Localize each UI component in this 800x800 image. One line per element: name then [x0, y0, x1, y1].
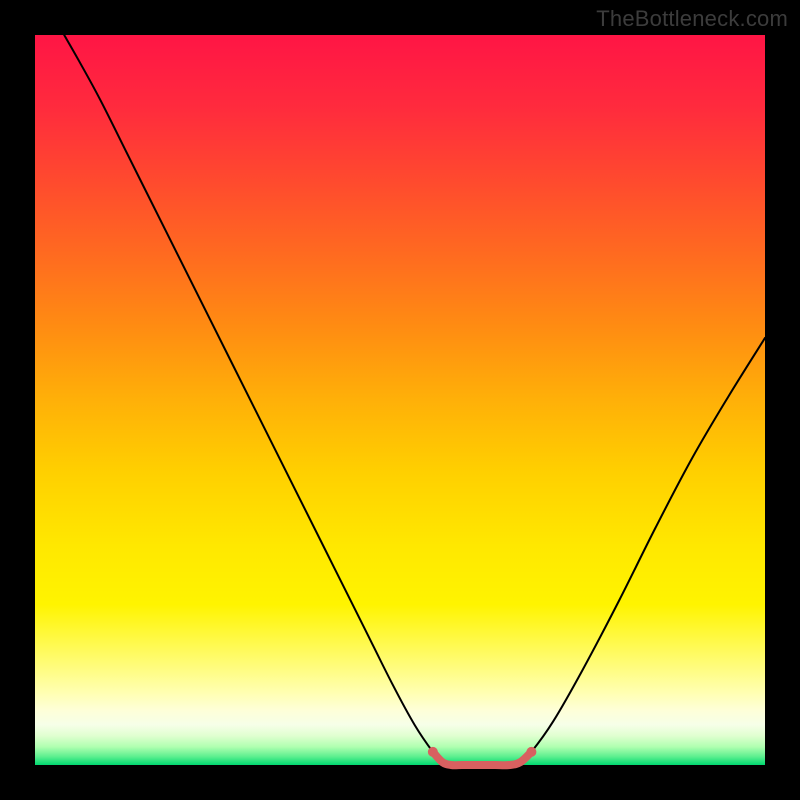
- plot-area: [35, 35, 765, 765]
- bottleneck-chart: [0, 0, 800, 800]
- chart-container: TheBottleneck.com: [0, 0, 800, 800]
- highlight-marker-start: [428, 747, 438, 757]
- attribution-text: TheBottleneck.com: [596, 6, 788, 32]
- highlight-marker-end: [526, 747, 536, 757]
